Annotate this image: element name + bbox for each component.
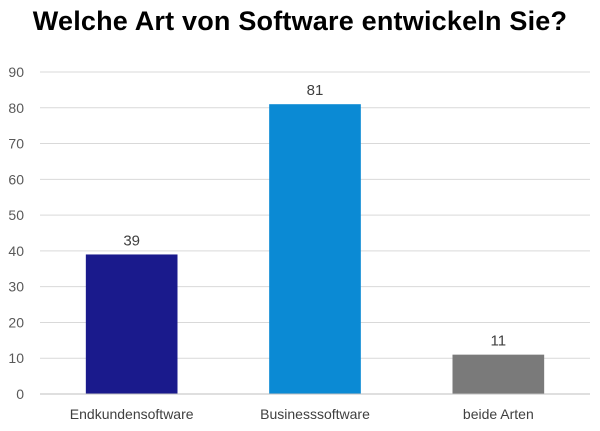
chart-title: Welche Art von Software entwickeln Sie? bbox=[32, 6, 568, 36]
bar-beide-arten bbox=[452, 354, 545, 394]
data-label: 81 bbox=[307, 82, 324, 99]
bar-endkundensoftware bbox=[85, 254, 178, 394]
y-tick-label: 70 bbox=[8, 136, 24, 152]
y-tick-label: 30 bbox=[8, 279, 24, 295]
y-tick-label: 80 bbox=[8, 100, 24, 116]
y-tick-label: 90 bbox=[8, 64, 24, 80]
y-tick-label: 50 bbox=[8, 207, 24, 223]
y-tick-label: 10 bbox=[8, 350, 24, 366]
x-axis: Endkundensoftware Businesssoftware beide A… bbox=[40, 393, 590, 422]
y-tick-label: 20 bbox=[8, 314, 24, 330]
y-axis: 0 10 20 30 40 50 60 70 80 90 bbox=[8, 64, 24, 402]
data-label: 39 bbox=[123, 232, 140, 249]
bar-businesssoftware bbox=[269, 104, 361, 394]
y-tick-label: 0 bbox=[16, 386, 24, 402]
data-label: 11 bbox=[491, 333, 507, 350]
x-tick-label: beide Arten bbox=[463, 406, 534, 422]
y-tick-label: 40 bbox=[8, 243, 24, 259]
y-tick-label: 60 bbox=[8, 171, 24, 187]
x-tick-label: Endkundensoftware bbox=[70, 406, 194, 422]
data-labels: 39 81 11 bbox=[123, 82, 506, 349]
x-tick-label: Businesssoftware bbox=[260, 406, 370, 422]
bars bbox=[85, 104, 545, 394]
